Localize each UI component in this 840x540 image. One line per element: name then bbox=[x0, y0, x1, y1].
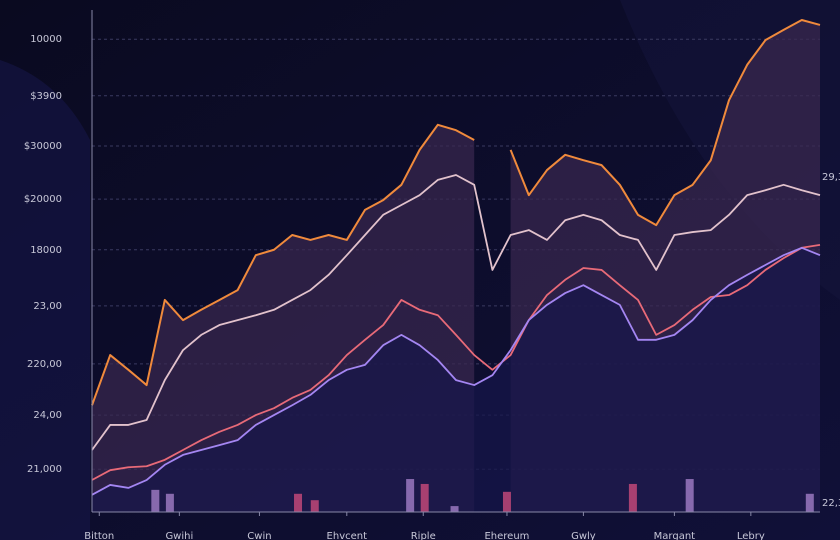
x-tick-label: Cwin bbox=[247, 531, 271, 540]
series-line bbox=[91, 243, 821, 481]
bar bbox=[165, 493, 174, 512]
y-tick-label: 18000 bbox=[30, 245, 62, 256]
x-tick-label: Gwly bbox=[571, 531, 596, 540]
x-tick-label: Lebry bbox=[737, 531, 765, 540]
series-line bbox=[91, 174, 821, 451]
series-line bbox=[91, 19, 821, 406]
annotation: 22,3 bbox=[822, 498, 840, 509]
x-tick-label: Gwihi bbox=[165, 531, 193, 540]
bar bbox=[294, 493, 303, 512]
y-tick-label: 21,000 bbox=[27, 464, 62, 475]
bar bbox=[151, 489, 160, 512]
bar bbox=[685, 479, 694, 512]
bar bbox=[420, 483, 429, 512]
y-tick-label: $20000 bbox=[24, 194, 62, 205]
bar bbox=[450, 506, 459, 512]
x-tick-label: Ehereum bbox=[484, 531, 529, 540]
bar bbox=[406, 479, 415, 512]
x-tick-label: Bitton bbox=[84, 531, 114, 540]
series-area bbox=[92, 247, 820, 512]
y-tick-label: $30000 bbox=[24, 141, 62, 152]
y-tick-label: $3900 bbox=[30, 91, 62, 102]
x-tick-label: Margant bbox=[654, 531, 696, 540]
bar bbox=[805, 493, 814, 512]
y-tick-label: 24,00 bbox=[33, 410, 62, 421]
y-tick-label: 220,00 bbox=[27, 359, 62, 370]
series-line bbox=[91, 246, 821, 496]
bar bbox=[310, 500, 319, 512]
y-tick-label: 10000 bbox=[30, 34, 62, 45]
bar bbox=[628, 483, 637, 512]
backdrop-shape bbox=[0, 60, 90, 540]
x-tick-label: Riple bbox=[411, 531, 436, 540]
annotation: 29,3 bbox=[822, 172, 840, 183]
y-tick-label: 23,00 bbox=[33, 301, 62, 312]
x-tick-label: Ehvcent bbox=[327, 531, 368, 540]
bar bbox=[502, 491, 511, 512]
